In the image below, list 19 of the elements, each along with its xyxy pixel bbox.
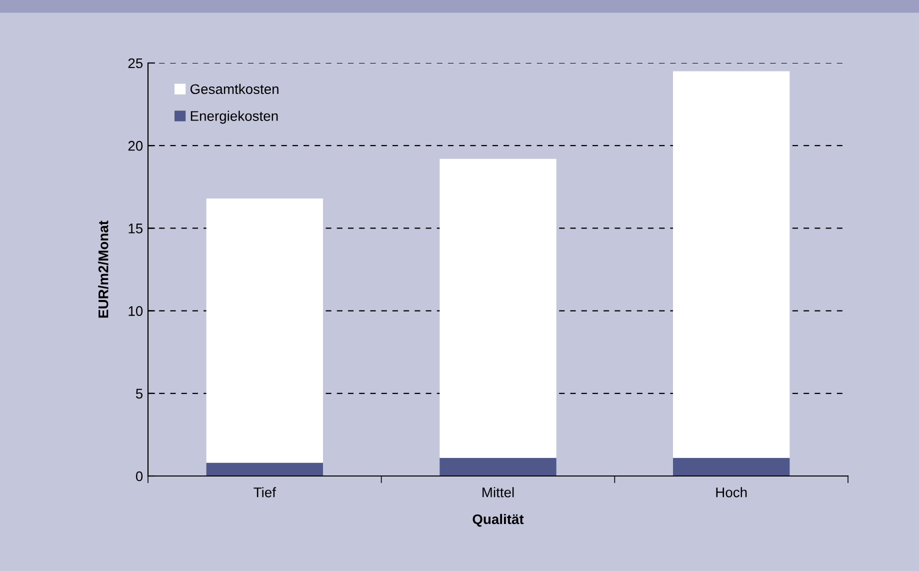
bar xyxy=(440,158,556,458)
legend-label: Energiekosten xyxy=(190,110,278,124)
x-axis-title: Qualität xyxy=(472,514,524,527)
y-tick-label: 25 xyxy=(128,58,143,68)
y-tick-label: 0 xyxy=(136,471,143,482)
y-tick-label: 10 xyxy=(128,306,143,316)
y-tick-label: 20 xyxy=(128,140,143,151)
x-tick-label: Tief xyxy=(254,487,276,498)
legend-label: Gesamtkosten xyxy=(190,84,278,94)
x-tick-label: Hoch xyxy=(716,487,747,498)
bar xyxy=(673,71,790,458)
bar xyxy=(440,458,556,476)
bar xyxy=(206,462,323,476)
y-axis-title: EUR/m2/Monat xyxy=(98,220,108,318)
x-tick-label: Mittel xyxy=(482,487,514,498)
bar xyxy=(206,198,323,463)
y-tick-label: 5 xyxy=(136,388,143,399)
bar xyxy=(673,458,790,476)
y-tick-label: 15 xyxy=(128,224,143,234)
